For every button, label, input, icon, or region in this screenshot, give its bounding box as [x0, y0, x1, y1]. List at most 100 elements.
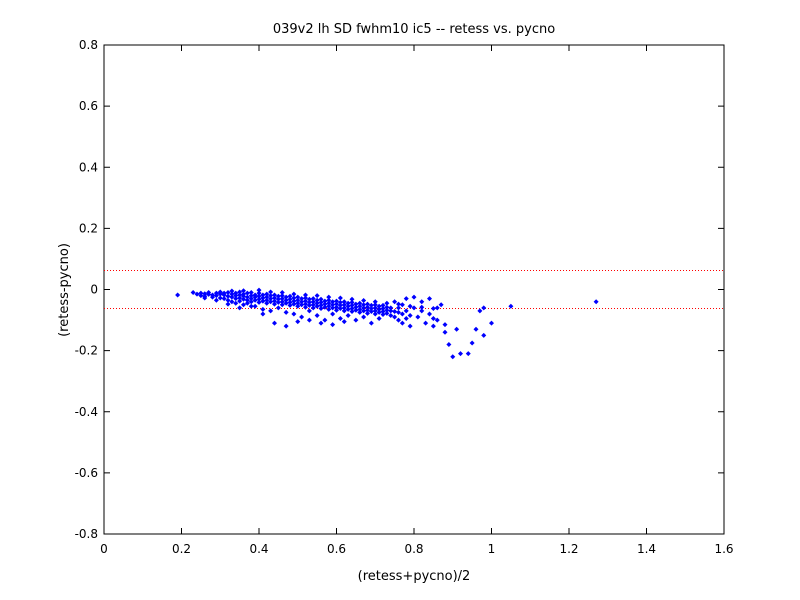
- data-point: [248, 290, 254, 296]
- data-point: [427, 296, 432, 302]
- data-point: [279, 302, 285, 308]
- data-point: [454, 326, 460, 332]
- data-point: [279, 299, 285, 305]
- data-point: [481, 332, 487, 338]
- data-point: [252, 292, 258, 298]
- data-point: [272, 292, 277, 298]
- data-point: [365, 307, 370, 313]
- data-point: [241, 296, 246, 302]
- data-point: [341, 302, 347, 308]
- data-point: [337, 316, 343, 322]
- data-point: [341, 299, 347, 305]
- data-point: [430, 316, 436, 322]
- data-point: [368, 309, 374, 315]
- data-point: [310, 305, 316, 311]
- data-point: [357, 309, 363, 315]
- data-point: [283, 300, 289, 306]
- data-point: [303, 295, 308, 301]
- data-point: [283, 323, 289, 329]
- data-point: [252, 303, 258, 309]
- data-point: [465, 351, 471, 357]
- data-point: [229, 291, 235, 297]
- data-point: [213, 293, 219, 299]
- data-point: [275, 293, 281, 299]
- data-point: [264, 291, 270, 297]
- data-point: [244, 297, 250, 303]
- data-point: [260, 306, 266, 312]
- data-point: [337, 302, 343, 308]
- data-point: [256, 290, 262, 296]
- data-point: [376, 306, 382, 312]
- data-point: [361, 305, 367, 311]
- data-point: [341, 319, 347, 325]
- data-point: [299, 302, 305, 308]
- data-point: [368, 320, 374, 326]
- data-point: [306, 296, 312, 302]
- data-point: [287, 296, 293, 302]
- data-point: [593, 299, 599, 305]
- data-point: [334, 307, 339, 313]
- data-point: [407, 303, 413, 309]
- data-point: [392, 299, 398, 305]
- data-point: [213, 297, 219, 303]
- data-point: [237, 289, 243, 295]
- data-point: [372, 305, 378, 311]
- data-point: [361, 302, 367, 308]
- data-point: [423, 320, 429, 326]
- data-point: [334, 298, 339, 304]
- data-point: [318, 305, 324, 311]
- data-point: [306, 317, 312, 323]
- data-point: [268, 296, 274, 302]
- data-point: [337, 299, 343, 305]
- data-point: [380, 312, 386, 318]
- data-point: [330, 305, 336, 311]
- x-axis-label: (retess+pycno)/2: [358, 569, 471, 584]
- data-point: [291, 298, 297, 304]
- data-points: [175, 287, 599, 360]
- data-point: [221, 296, 227, 302]
- data-point: [272, 301, 277, 307]
- data-point: [206, 290, 212, 296]
- data-point: [345, 312, 351, 318]
- y-tick-label: 0.8: [79, 38, 98, 52]
- data-point: [283, 297, 289, 303]
- data-point: [303, 292, 308, 298]
- data-point: [330, 311, 336, 317]
- data-point: [322, 317, 328, 323]
- data-point: [399, 311, 405, 317]
- x-tick-label: 0.6: [327, 542, 346, 556]
- data-point: [450, 354, 456, 360]
- data-point: [314, 293, 320, 299]
- data-point: [430, 323, 436, 329]
- data-point: [477, 308, 483, 314]
- x-axis-ticks: 0 0.2 0.4 0.6 0.8 1 1.2 1.4 1.6: [100, 45, 734, 556]
- data-point: [260, 311, 266, 317]
- data-point: [357, 303, 363, 309]
- data-point: [194, 291, 200, 297]
- data-point: [372, 311, 378, 317]
- data-point: [303, 298, 308, 304]
- data-point: [403, 316, 409, 322]
- data-point: [295, 303, 301, 309]
- data-point: [411, 305, 417, 311]
- data-point: [388, 305, 394, 311]
- data-point: [384, 304, 390, 310]
- data-point: [376, 303, 382, 309]
- data-point: [396, 309, 401, 315]
- data-point: [322, 301, 328, 307]
- data-point: [372, 308, 378, 314]
- y-tick-label: -0.6: [75, 466, 98, 480]
- x-tick-label: 1.4: [637, 542, 656, 556]
- data-point: [334, 304, 339, 310]
- data-point: [368, 302, 374, 308]
- data-point: [396, 317, 401, 323]
- data-point: [299, 296, 305, 302]
- data-point: [334, 301, 339, 307]
- data-point: [175, 292, 181, 298]
- data-point: [384, 310, 390, 316]
- data-point: [314, 303, 320, 309]
- data-point: [314, 312, 320, 318]
- data-point: [299, 299, 305, 305]
- data-point: [365, 304, 370, 310]
